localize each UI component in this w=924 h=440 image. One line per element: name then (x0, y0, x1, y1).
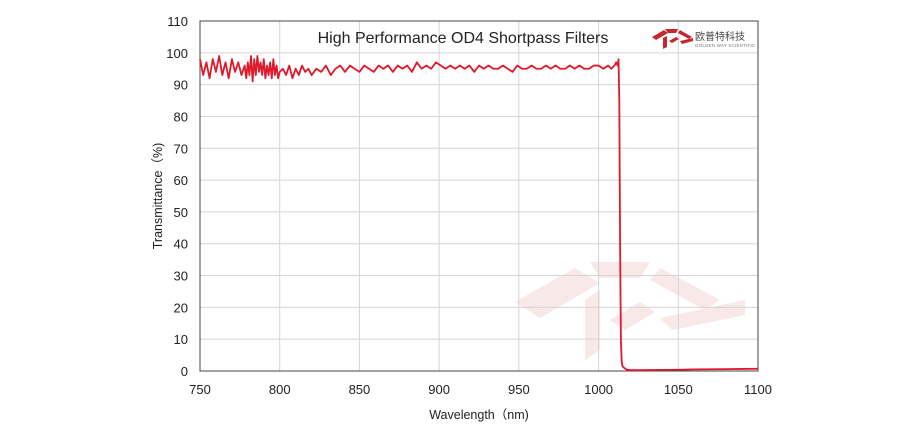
y-tick-labels: 0 10 20 30 40 50 60 70 80 90 100 110 (166, 14, 188, 379)
y-tick-label: 90 (174, 78, 188, 93)
x-tick-label: 850 (349, 382, 371, 397)
x-tick-labels: 750 800 850 900 950 1000 1050 1100 (189, 382, 772, 397)
y-tick-label: 80 (174, 109, 188, 124)
brand-logo: 欧普特科技 GOLDEN WAY SCIENTIFIC (652, 29, 756, 49)
grid (200, 21, 758, 371)
y-tick-label: 100 (166, 46, 188, 61)
logo-mark-icon (652, 29, 693, 49)
chart-title: High Performance OD4 Shortpass Filters (318, 30, 609, 47)
y-tick-label: 30 (174, 269, 188, 284)
logo-name-cn: 欧普特科技 (695, 30, 745, 43)
y-tick-label: 60 (174, 173, 188, 188)
x-tick-label: 950 (508, 382, 530, 397)
y-tick-label: 20 (174, 300, 188, 315)
x-tick-label: 1050 (664, 382, 693, 397)
y-tick-label: 50 (174, 205, 188, 220)
watermark-logo (515, 262, 745, 360)
y-tick-label: 0 (181, 364, 188, 379)
y-tick-label: 40 (174, 237, 188, 252)
x-tick-label: 750 (189, 382, 211, 397)
y-axis-label: Transmittance（%) (151, 143, 165, 250)
x-tick-label: 800 (269, 382, 291, 397)
y-tick-label: 10 (174, 332, 188, 347)
series-line (199, 55, 759, 372)
y-tick-label: 70 (174, 141, 188, 156)
plot-frame (199, 20, 759, 372)
x-tick-label: 900 (428, 382, 450, 397)
x-tick-label: 1100 (744, 382, 772, 397)
x-axis-label: Wavelength（nm) (429, 408, 529, 422)
y-tick-label: 110 (167, 14, 188, 29)
logo-name-en: GOLDEN WAY SCIENTIFIC (695, 43, 756, 48)
x-tick-label: 1000 (584, 382, 613, 397)
